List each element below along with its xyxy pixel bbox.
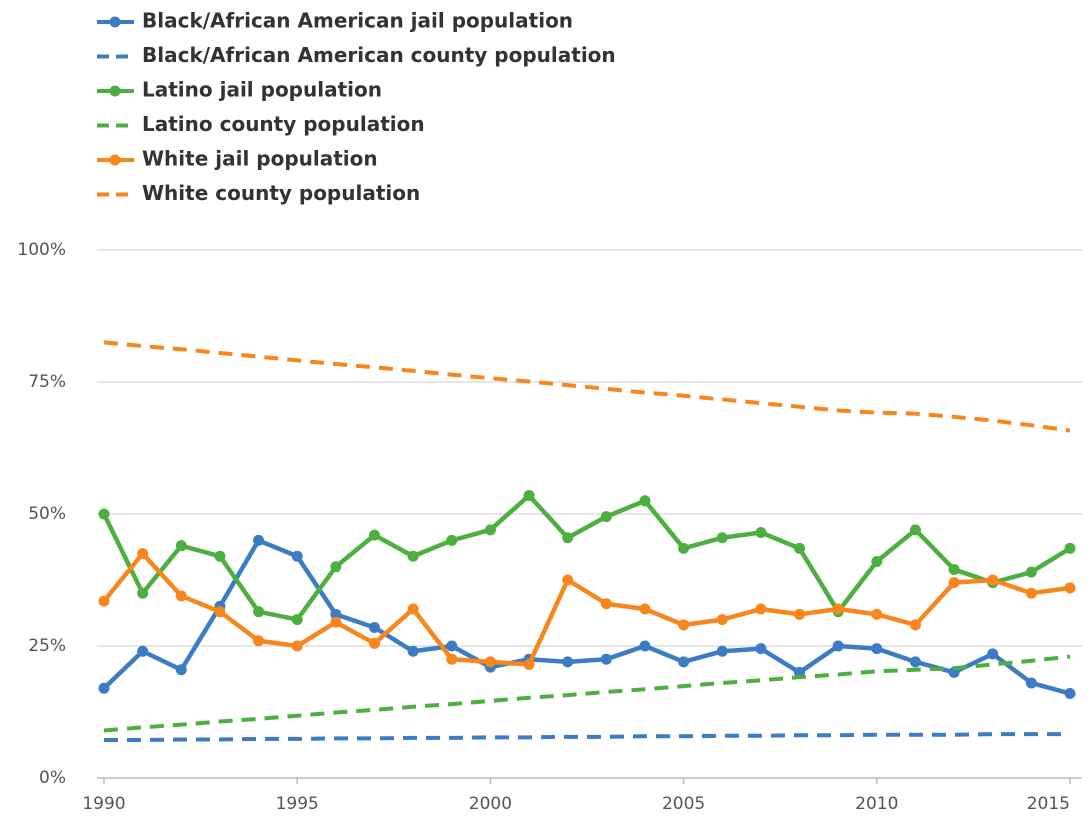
data-point bbox=[871, 556, 883, 568]
data-point bbox=[137, 587, 149, 599]
data-point bbox=[407, 550, 419, 562]
legend-label: Black/African American county population bbox=[142, 43, 616, 67]
data-point bbox=[137, 645, 149, 657]
legend-label: Latino jail population bbox=[142, 78, 382, 102]
y-tick-label: 25% bbox=[28, 636, 66, 656]
data-point bbox=[832, 603, 844, 615]
data-point bbox=[253, 606, 265, 618]
data-point bbox=[948, 577, 960, 589]
data-point bbox=[794, 542, 806, 554]
data-point bbox=[909, 524, 921, 536]
data-point bbox=[175, 664, 187, 676]
data-point bbox=[523, 658, 535, 670]
data-point bbox=[291, 550, 303, 562]
data-point bbox=[987, 574, 999, 586]
data-point bbox=[639, 603, 651, 615]
data-point bbox=[678, 656, 690, 668]
data-point bbox=[562, 574, 574, 586]
y-tick-label: 75% bbox=[28, 372, 66, 392]
data-point bbox=[175, 590, 187, 602]
data-point bbox=[368, 637, 380, 649]
data-point bbox=[1025, 566, 1037, 578]
series-line bbox=[102, 538, 1071, 696]
data-point bbox=[484, 656, 496, 668]
legend-marker bbox=[109, 85, 121, 97]
y-tick-label: 0% bbox=[39, 768, 66, 788]
data-point bbox=[446, 653, 458, 665]
data-point bbox=[716, 645, 728, 657]
data-point bbox=[98, 682, 110, 694]
data-point bbox=[291, 614, 303, 626]
data-point bbox=[639, 640, 651, 652]
data-point bbox=[214, 606, 226, 618]
x-tick-label: 2015 bbox=[1027, 794, 1070, 814]
data-point bbox=[600, 511, 612, 523]
data-point bbox=[523, 490, 535, 502]
legend-marker bbox=[109, 154, 121, 166]
data-point bbox=[407, 645, 419, 657]
data-point bbox=[330, 561, 342, 573]
data-point bbox=[755, 603, 767, 615]
data-point bbox=[1025, 587, 1037, 599]
data-point bbox=[330, 616, 342, 628]
data-point bbox=[291, 640, 303, 652]
data-point bbox=[678, 619, 690, 631]
legend-marker bbox=[109, 16, 121, 28]
data-point bbox=[678, 542, 690, 554]
legend-label: Black/African American jail population bbox=[142, 9, 573, 33]
data-point bbox=[1064, 688, 1076, 700]
y-tick-label: 50% bbox=[28, 504, 66, 524]
x-tick-label: 1990 bbox=[82, 794, 125, 814]
data-point bbox=[987, 648, 999, 660]
series-line bbox=[102, 551, 1071, 667]
legend-label: Latino county population bbox=[142, 112, 425, 136]
data-point bbox=[407, 603, 419, 615]
data-point bbox=[909, 619, 921, 631]
data-point bbox=[871, 608, 883, 620]
data-point bbox=[832, 640, 844, 652]
x-tick-label: 1995 bbox=[276, 794, 319, 814]
data-point bbox=[98, 595, 110, 607]
data-point bbox=[639, 495, 651, 507]
x-tick-label: 2010 bbox=[855, 794, 898, 814]
data-point bbox=[368, 529, 380, 541]
data-point bbox=[1064, 582, 1076, 594]
data-point bbox=[368, 622, 380, 634]
data-point bbox=[909, 656, 921, 668]
data-point bbox=[600, 653, 612, 665]
legend-label: White county population bbox=[142, 181, 420, 205]
data-point bbox=[794, 608, 806, 620]
data-point bbox=[175, 540, 187, 552]
data-point bbox=[484, 524, 496, 536]
series-line bbox=[104, 732, 1070, 742]
series-line bbox=[103, 340, 1071, 433]
series-line bbox=[103, 654, 1071, 733]
x-tick-label: 2005 bbox=[662, 794, 705, 814]
legend-label: White jail population bbox=[142, 147, 378, 171]
data-point bbox=[716, 532, 728, 544]
data-point bbox=[948, 563, 960, 575]
data-point bbox=[446, 534, 458, 546]
data-point bbox=[137, 548, 149, 560]
data-point bbox=[755, 526, 767, 538]
data-point bbox=[1064, 542, 1076, 554]
data-point bbox=[330, 608, 342, 620]
y-tick-label: 100% bbox=[17, 240, 66, 260]
data-point bbox=[600, 598, 612, 610]
data-point bbox=[446, 640, 458, 652]
data-point bbox=[1025, 677, 1037, 689]
data-point bbox=[871, 643, 883, 655]
series-line bbox=[101, 493, 1072, 622]
data-point bbox=[214, 550, 226, 562]
data-point bbox=[755, 643, 767, 655]
data-point bbox=[253, 635, 265, 647]
data-point bbox=[562, 532, 574, 544]
data-point bbox=[98, 508, 110, 520]
data-point bbox=[253, 534, 265, 546]
data-point bbox=[716, 614, 728, 626]
data-point bbox=[562, 656, 574, 668]
x-tick-label: 2000 bbox=[469, 794, 512, 814]
